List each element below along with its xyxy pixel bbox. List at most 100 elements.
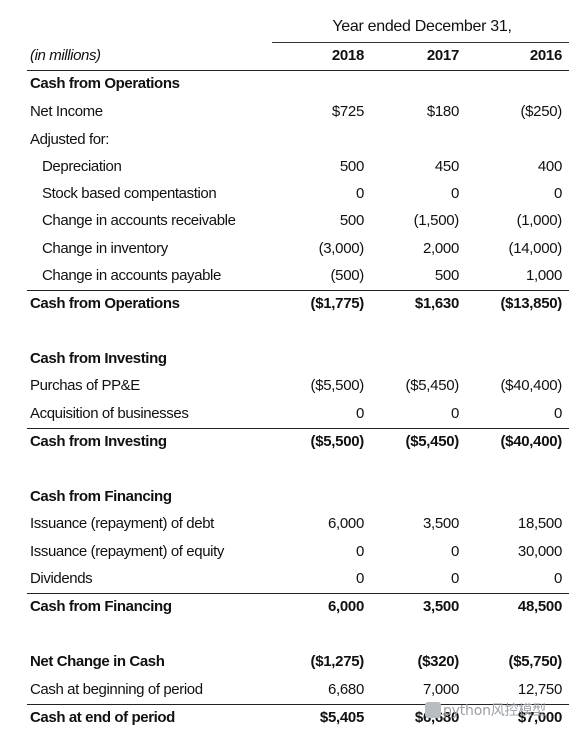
value-2018: 500 xyxy=(339,158,364,175)
value-2018: 0 xyxy=(355,570,364,587)
value-2016: ($5,750) xyxy=(508,653,563,670)
value-2018: 0 xyxy=(355,185,364,202)
header-rule xyxy=(27,70,569,71)
watermark: python风控模型 xyxy=(425,700,546,720)
value-2018: 500 xyxy=(339,212,364,229)
value-2018: (500) xyxy=(330,267,364,284)
year-2017-header: 2017 xyxy=(426,47,459,64)
table-row: Change in inventory (3,000) 2,000 (14,00… xyxy=(0,236,580,262)
year-2018-header: 2018 xyxy=(331,47,364,64)
value-2016: $7,000 xyxy=(517,709,562,726)
table-row: Dividends 0 0 0 xyxy=(0,566,580,592)
value-2018: 6,000 xyxy=(327,598,364,615)
value-2016: 18,500 xyxy=(517,515,562,532)
table-row: Change in accounts receivable 500 (1,500… xyxy=(0,208,580,234)
value-2017: ($320) xyxy=(417,653,459,670)
value-2016: 48,500 xyxy=(517,598,562,615)
value-2016: ($250) xyxy=(520,103,562,120)
table-row: Adjusted for: xyxy=(0,127,580,153)
row-label: Stock based compentastion xyxy=(42,185,217,202)
value-2018: ($1,775) xyxy=(310,295,365,312)
section-heading-investing: Cash from Investing xyxy=(0,346,580,372)
value-2017: $1,630 xyxy=(414,295,459,312)
value-2018: 6,680 xyxy=(327,681,364,698)
value-2018: (3,000) xyxy=(318,240,365,257)
value-2017: 450 xyxy=(434,158,459,175)
row-label: Change in accounts payable xyxy=(42,267,221,284)
column-header-row: (in millions) 2018 2017 2016 xyxy=(0,43,580,69)
value-2016: 0 xyxy=(553,405,562,422)
value-2017: ($5,450) xyxy=(405,433,460,450)
units-label: (in millions) xyxy=(30,47,101,64)
value-2016: (14,000) xyxy=(508,240,563,257)
value-2016: (1,000) xyxy=(516,212,563,229)
value-2018: 0 xyxy=(355,543,364,560)
period-underline xyxy=(272,42,569,43)
value-2018: 0 xyxy=(355,405,364,422)
wechat-icon xyxy=(425,702,441,718)
value-2016: ($40,400) xyxy=(500,433,562,450)
row-label: Adjusted for: xyxy=(30,131,110,148)
table-row: Cash at beginning of period 6,680 7,000 … xyxy=(0,677,580,703)
value-2016: 0 xyxy=(553,570,562,587)
value-2016: 400 xyxy=(537,158,562,175)
total-rule xyxy=(27,704,569,705)
section-heading-operations: Cash from Operations xyxy=(0,71,580,97)
value-2017: 0 xyxy=(450,570,459,587)
row-label: Dividends xyxy=(30,570,93,587)
table-row: Acquisition of businesses 0 0 0 xyxy=(0,401,580,427)
row-label: Issuance (repayment) of equity xyxy=(30,543,224,560)
period-header: Year ended December 31, xyxy=(332,18,512,35)
value-2018: ($5,500) xyxy=(310,377,365,394)
table-row: Net Income $725 $180 ($250) xyxy=(0,99,580,125)
row-label: Cash from Investing xyxy=(30,350,167,367)
table-row: Stock based compentastion 0 0 0 xyxy=(0,181,580,207)
value-2017: 0 xyxy=(450,543,459,560)
value-2017: (1,500) xyxy=(413,212,460,229)
table-row: Issuance (repayment) of debt 6,000 3,500… xyxy=(0,511,580,537)
row-label: Change in accounts receivable xyxy=(42,212,236,229)
value-2018: $5,405 xyxy=(319,709,364,726)
value-2018: ($5,500) xyxy=(310,433,365,450)
value-2018: $725 xyxy=(331,103,364,120)
table-row: Change in accounts payable (500) 500 1,0… xyxy=(0,263,580,289)
row-label: Cash at end of period xyxy=(30,709,175,726)
value-2017: 7,000 xyxy=(422,681,459,698)
row-label: Change in inventory xyxy=(42,240,168,257)
year-2016-header: 2016 xyxy=(529,47,562,64)
subtotal-rule xyxy=(27,290,569,291)
row-label: Purchas of PP&E xyxy=(30,377,140,394)
table-row: Purchas of PP&E ($5,500) ($5,450) ($40,4… xyxy=(0,373,580,399)
row-label: Net Change in Cash xyxy=(30,653,165,670)
row-label: Cash from Financing xyxy=(30,598,172,615)
subtotal-rule xyxy=(27,428,569,429)
value-2016: 12,750 xyxy=(517,681,562,698)
subtotal-rule xyxy=(27,593,569,594)
row-label: Cash from Operations xyxy=(30,75,180,92)
subtotal-row-operations: Cash from Operations ($1,775) $1,630 ($1… xyxy=(0,291,580,317)
row-label: Cash from Investing xyxy=(30,433,167,450)
value-2017: 3,500 xyxy=(422,598,459,615)
table-row: Issuance (repayment) of equity 0 0 30,00… xyxy=(0,539,580,565)
value-2016: ($40,400) xyxy=(500,377,562,394)
value-2017: 0 xyxy=(450,185,459,202)
row-label: Issuance (repayment) of debt xyxy=(30,515,214,532)
value-2017: ($5,450) xyxy=(405,377,460,394)
row-label: Acquisition of businesses xyxy=(30,405,189,422)
value-2017: $180 xyxy=(426,103,459,120)
row-label: Depreciation xyxy=(42,158,122,175)
value-2016: ($13,850) xyxy=(500,295,562,312)
value-2017: 0 xyxy=(450,405,459,422)
subtotal-row-financing: Cash from Financing 6,000 3,500 48,500 xyxy=(0,594,580,620)
watermark-text: python风控模型 xyxy=(443,703,546,719)
row-label: Cash from Operations xyxy=(30,295,180,312)
value-2018: 6,000 xyxy=(327,515,364,532)
row-label: Net Income xyxy=(30,103,103,120)
section-heading-financing: Cash from Financing xyxy=(0,484,580,510)
value-2016: 0 xyxy=(553,185,562,202)
table-row: Depreciation 500 450 400 xyxy=(0,154,580,180)
subtotal-row-investing: Cash from Investing ($5,500) ($5,450) ($… xyxy=(0,429,580,455)
value-2016: 1,000 xyxy=(525,267,562,284)
value-2018: ($1,275) xyxy=(310,653,365,670)
